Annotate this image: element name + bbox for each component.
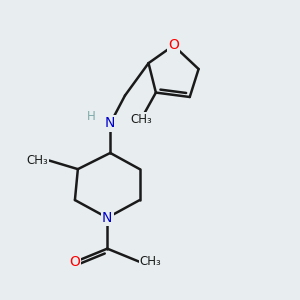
Text: H: H — [87, 110, 95, 123]
Text: CH₃: CH₃ — [27, 154, 48, 167]
Text: N: N — [105, 116, 116, 130]
Text: O: O — [70, 255, 80, 269]
Text: N: N — [102, 211, 112, 225]
Text: CH₃: CH₃ — [130, 112, 152, 126]
Text: O: O — [168, 38, 179, 52]
Text: CH₃: CH₃ — [140, 255, 161, 268]
